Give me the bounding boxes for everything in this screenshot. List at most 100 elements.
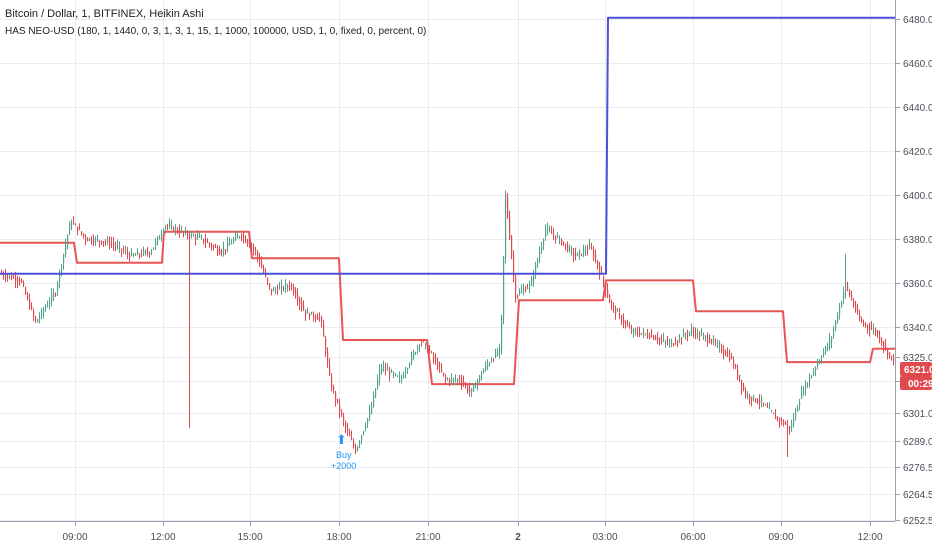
candle-body	[31, 306, 32, 309]
candle-body	[425, 344, 426, 345]
time-tick-label: 12:00	[150, 532, 175, 543]
candle-body	[727, 353, 728, 354]
candle-body	[421, 342, 422, 343]
candle-body	[677, 341, 678, 342]
candle-body	[659, 339, 660, 340]
candle-body	[453, 378, 454, 379]
candle-body	[525, 290, 526, 292]
candle-body	[541, 247, 542, 252]
candle-body	[757, 400, 758, 403]
time-axis[interactable]: 09:00 12:00 15:00 18:00 21:00 2 03:00 06:00 09:0…	[62, 521, 882, 543]
candle-body	[845, 283, 846, 292]
price-tick-label: 6400.0	[903, 191, 932, 202]
candle-body	[669, 343, 670, 344]
candle-body	[817, 364, 818, 367]
candle-body	[783, 422, 784, 425]
candle-body	[537, 259, 538, 266]
candle-body	[815, 368, 816, 370]
indicator-label[interactable]: HAS NEO-USD (180, 1, 1440, 0, 3, 1, 3, 1…	[5, 26, 426, 37]
candle-body	[763, 403, 764, 404]
candle-body	[497, 353, 498, 355]
candle-body	[559, 237, 560, 239]
candle-body	[17, 279, 18, 282]
candle-body	[707, 338, 708, 342]
candle-body	[177, 230, 178, 232]
candle-body	[651, 335, 652, 336]
time-tick-label: 2	[515, 532, 521, 543]
candle-body	[173, 228, 174, 232]
candle-body	[401, 378, 402, 379]
candle-body	[343, 417, 344, 422]
candle-body	[481, 375, 482, 377]
candle-body	[805, 383, 806, 390]
candle-body	[161, 235, 162, 236]
candle-body	[891, 356, 892, 357]
candle-body	[9, 276, 10, 277]
price-axis[interactable]: 6480.0 6460.0 6440.0 6420.0 6400.0 6380.0 6360…	[895, 15, 932, 527]
candle-body	[271, 289, 272, 293]
candle-body	[239, 237, 240, 238]
buy-amount-label: +2000	[331, 461, 356, 471]
candle-body	[477, 381, 478, 384]
candle-body	[331, 378, 332, 390]
candle-body	[73, 222, 74, 223]
candle-body	[689, 332, 690, 333]
candle-body	[655, 337, 656, 340]
candle-body	[873, 329, 874, 330]
candle-body	[139, 255, 140, 256]
candle-body	[281, 285, 282, 289]
candle-body	[115, 245, 116, 247]
candle-body	[723, 350, 724, 354]
candle-body	[149, 252, 150, 254]
candle-body	[305, 310, 306, 316]
time-tick-label: 06:00	[680, 532, 705, 543]
candle-body	[729, 355, 730, 360]
candle-body	[555, 236, 556, 240]
candle-body	[389, 371, 390, 375]
candle-body	[527, 289, 528, 290]
price-tick-label: 6252.5	[903, 516, 932, 527]
arrow-up-icon: ⬆	[336, 432, 347, 447]
candle-body	[633, 329, 634, 331]
candle-body	[521, 291, 522, 293]
candle-body	[407, 369, 408, 370]
candle-body	[681, 338, 682, 339]
candle-body	[443, 373, 444, 375]
candle-body	[507, 197, 508, 218]
candle-body	[801, 391, 802, 399]
candle-body	[213, 246, 214, 247]
candle-body	[371, 406, 372, 413]
candle-body	[523, 289, 524, 291]
blue-step-line	[0, 18, 895, 274]
countdown-text: 00:29	[908, 379, 932, 390]
candle-body	[157, 237, 158, 243]
candle-body	[849, 290, 850, 296]
candle-body	[503, 256, 504, 318]
candle-body	[593, 250, 594, 258]
candle-body	[159, 238, 160, 240]
candle-body	[209, 243, 210, 245]
candle-body	[787, 425, 788, 426]
candle-body	[885, 345, 886, 347]
candle-body	[539, 252, 540, 259]
candle-body	[61, 266, 62, 272]
candle-body	[679, 337, 680, 339]
candle-body	[225, 249, 226, 250]
candle-body	[137, 252, 138, 256]
candle-body	[319, 317, 320, 318]
candle-body	[347, 428, 348, 431]
candle-body	[309, 314, 310, 318]
candle-body	[351, 437, 352, 440]
candle-body	[341, 411, 342, 415]
candle-body	[797, 408, 798, 412]
candle-body	[253, 247, 254, 250]
price-tick-label: 6380.0	[903, 235, 932, 246]
candle-body	[369, 411, 370, 419]
candle-body	[619, 314, 620, 315]
candle-body	[461, 380, 462, 384]
candle-body	[771, 411, 772, 412]
buy-annotation: ⬆ Buy +2000	[331, 432, 356, 471]
candle-body	[595, 255, 596, 260]
time-tick-label: 12:00	[857, 532, 882, 543]
